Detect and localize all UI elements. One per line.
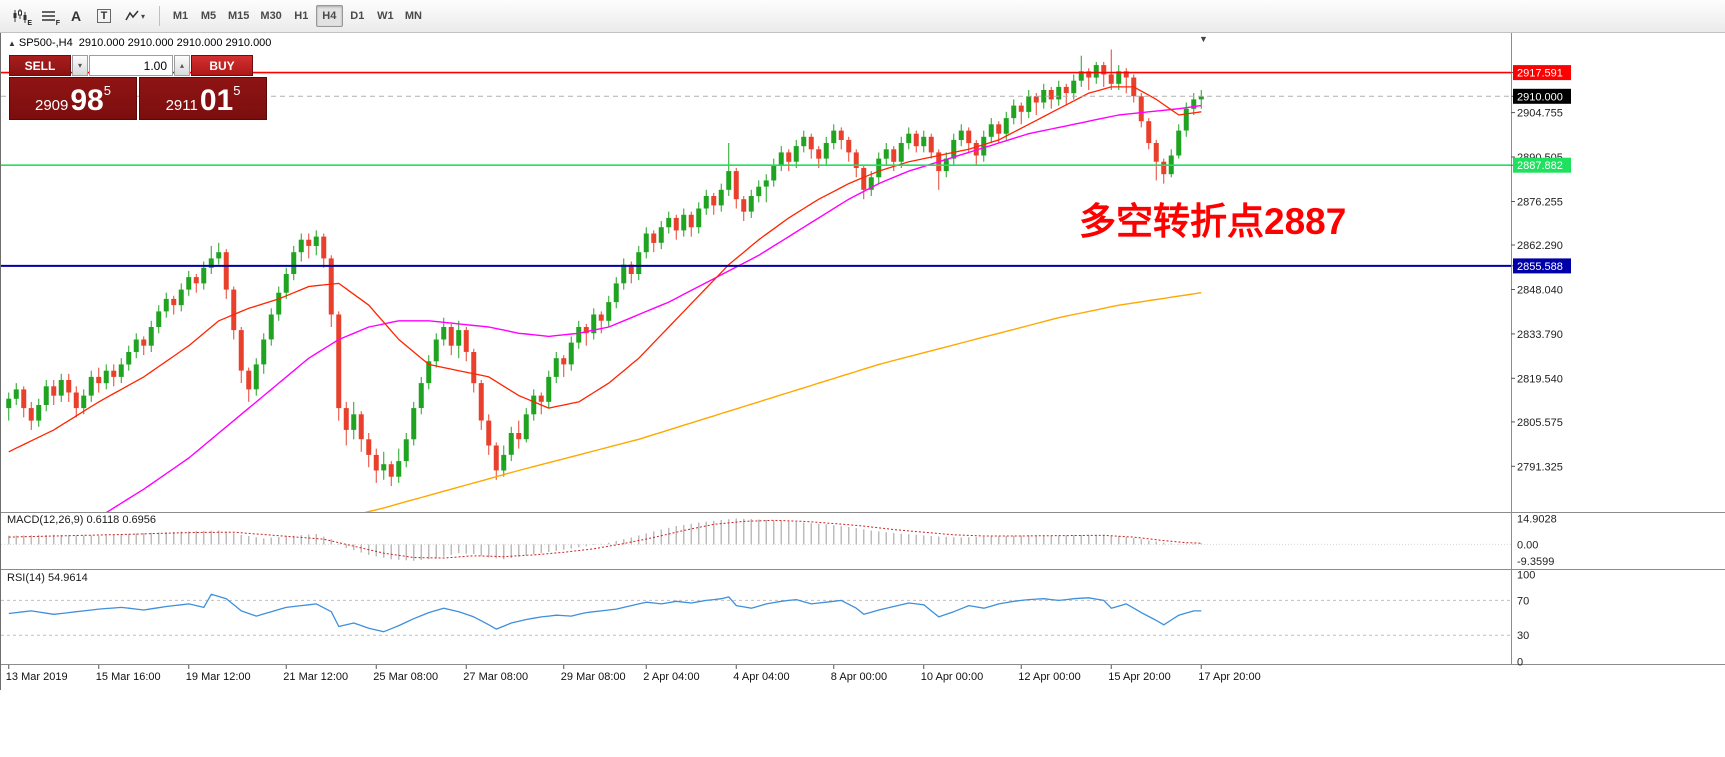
timeframe-w1-button[interactable]: W1 bbox=[372, 5, 399, 27]
one-click-trading-panel: SELL ▾ ▴ BUY 2909 98 5 2911 01 5 bbox=[9, 55, 267, 120]
price-axis-label: 2910.000 bbox=[1517, 91, 1563, 103]
bid-price-display[interactable]: 2909 98 5 bbox=[9, 77, 137, 120]
indicator-lines-tool-button[interactable]: F bbox=[34, 4, 62, 28]
text-tool-icon: A bbox=[70, 8, 82, 24]
rsi-pane[interactable] bbox=[1, 593, 1511, 636]
dropdown-chevron-icon: ▾ bbox=[140, 11, 145, 21]
timeframe-m5-button[interactable]: M5 bbox=[195, 5, 222, 27]
time-axis-label: 10 Apr 00:00 bbox=[921, 671, 983, 683]
macd-axis-label: -9.3599 bbox=[1517, 556, 1554, 568]
rsi-axis-label: 0 bbox=[1517, 656, 1523, 668]
timeframe-mn-button[interactable]: MN bbox=[400, 5, 427, 27]
price-axis-label: 2848.040 bbox=[1517, 285, 1563, 297]
chart-canvas[interactable]: 2917.5912910.0002904.7552890.5052887.882… bbox=[1, 33, 1725, 690]
price-axis-label: 2805.575 bbox=[1517, 417, 1563, 429]
lines-icon bbox=[41, 11, 55, 21]
macd-axis-label: 14.9028 bbox=[1517, 513, 1557, 525]
zigzag-tool-icon bbox=[125, 10, 139, 21]
label-tool-icon: T bbox=[96, 9, 112, 23]
ask-price-main: 2911 bbox=[165, 97, 198, 114]
collapse-marker-icon: ▲ bbox=[8, 39, 16, 48]
time-axis-label: 2 Apr 04:00 bbox=[643, 671, 699, 683]
ma-fast-line bbox=[8, 86, 1202, 453]
time-axis-label: 21 Mar 12:00 bbox=[283, 671, 348, 683]
time-axis-label: 13 Mar 2019 bbox=[6, 671, 68, 683]
time-axis-label: 19 Mar 12:00 bbox=[186, 671, 251, 683]
toolbar-separator bbox=[159, 6, 160, 26]
bid-price-big-digits: 98 bbox=[70, 84, 104, 117]
price-label-highlight bbox=[1513, 88, 1571, 104]
time-axis-label: 15 Mar 16:00 bbox=[96, 671, 161, 683]
tool-badge-label: F bbox=[55, 20, 60, 27]
chart-title: ▲ SP500-,H4 2910.000 2910.000 2910.000 291… bbox=[8, 37, 271, 49]
ma-mid-line bbox=[105, 104, 1202, 512]
macd-pane[interactable] bbox=[1, 518, 1511, 561]
volume-increase-button[interactable]: ▴ bbox=[174, 55, 190, 76]
bid-price-pip: 5 bbox=[103, 83, 111, 98]
buy-button[interactable]: BUY bbox=[191, 55, 253, 76]
toolbar: E F A T ▾ M1 M5 M15 M30 H1 H4 D1 W1 MN bbox=[0, 0, 1725, 33]
timeframe-d1-button[interactable]: D1 bbox=[344, 5, 371, 27]
time-axis-label: 12 Apr 00:00 bbox=[1018, 671, 1080, 683]
rsi-indicator-label: RSI(14) 54.9614 bbox=[7, 572, 88, 584]
price-label-highlight bbox=[1513, 65, 1571, 81]
symbol-period-label: SP500-,H4 bbox=[18, 37, 73, 49]
rsi-line bbox=[8, 593, 1202, 633]
price-axis-label: 2887.882 bbox=[1517, 160, 1563, 172]
timeframe-h4-button[interactable]: H4 bbox=[315, 5, 343, 27]
tool-badge-label: E bbox=[27, 20, 32, 27]
time-axis-label: 27 Mar 08:00 bbox=[463, 671, 528, 683]
time-axis-label: 8 Apr 00:00 bbox=[831, 671, 887, 683]
timeframe-button-group: M1 M5 M15 M30 H1 H4 D1 W1 MN bbox=[167, 5, 427, 27]
ask-price-big-digits: 01 bbox=[199, 84, 234, 117]
bid-price-main: 2909 bbox=[35, 97, 69, 114]
drawing-tools-button[interactable]: ▾ bbox=[118, 4, 152, 28]
candlestick-tool-button[interactable]: E bbox=[6, 4, 34, 28]
timeframe-m30-button[interactable]: M30 bbox=[255, 5, 286, 27]
macd-signal-line bbox=[8, 519, 1202, 559]
price-axis-label: 2791.325 bbox=[1517, 461, 1563, 473]
timeframe-h1-button[interactable]: H1 bbox=[288, 5, 315, 27]
timeframe-m1-button[interactable]: M1 bbox=[167, 5, 194, 27]
text-tool-button[interactable]: A bbox=[62, 4, 90, 28]
chart-shift-marker-icon[interactable]: ▼ bbox=[1199, 34, 1208, 44]
chart-annotation-text: 多空转折点2887 bbox=[1079, 201, 1347, 242]
macd-axis-label: 0.00 bbox=[1517, 539, 1538, 551]
rsi-axis-label: 70 bbox=[1517, 595, 1529, 607]
price-label-highlight bbox=[1513, 157, 1571, 173]
ask-price-pip: 5 bbox=[233, 83, 241, 98]
macd-indicator-label: MACD(12,26,9) 0.6118 0.6956 bbox=[7, 514, 156, 526]
ma-slow-line bbox=[364, 292, 1202, 512]
volume-decrease-button[interactable]: ▾ bbox=[72, 55, 88, 76]
price-axis-label: 2855.588 bbox=[1517, 261, 1563, 273]
sell-button[interactable]: SELL bbox=[9, 55, 71, 76]
price-axis-label: 2917.591 bbox=[1517, 68, 1563, 80]
label-tool-button[interactable]: T bbox=[90, 4, 118, 28]
price-axis-label: 2833.790 bbox=[1517, 329, 1563, 341]
volume-input[interactable] bbox=[89, 55, 173, 76]
main-price-pane[interactable] bbox=[1, 49, 1511, 602]
price-axis-label: 2862.290 bbox=[1517, 240, 1563, 252]
price-axis-label: 2904.755 bbox=[1517, 108, 1563, 120]
timeframe-m15-button[interactable]: M15 bbox=[223, 5, 254, 27]
candlestick-icon bbox=[13, 8, 27, 23]
rsi-axis-label: 100 bbox=[1517, 569, 1535, 581]
time-axis-label: 29 Mar 08:00 bbox=[561, 671, 626, 683]
ask-price-display[interactable]: 2911 01 5 bbox=[139, 77, 267, 120]
time-axis-label: 15 Apr 20:00 bbox=[1108, 671, 1170, 683]
time-axis-label: 17 Apr 20:00 bbox=[1198, 671, 1260, 683]
rsi-axis-label: 30 bbox=[1517, 630, 1529, 642]
chart-area: 2917.5912910.0002904.7552890.5052887.882… bbox=[0, 33, 1725, 690]
price-label-highlight bbox=[1513, 258, 1571, 274]
time-axis-label: 4 Apr 04:00 bbox=[733, 671, 789, 683]
ohlc-values: 2910.000 2910.000 2910.000 2910.000 bbox=[78, 37, 272, 49]
time-axis-label: 25 Mar 08:00 bbox=[373, 671, 438, 683]
price-axis-label: 2819.540 bbox=[1517, 373, 1563, 385]
price-axis-label: 2876.255 bbox=[1517, 197, 1563, 209]
